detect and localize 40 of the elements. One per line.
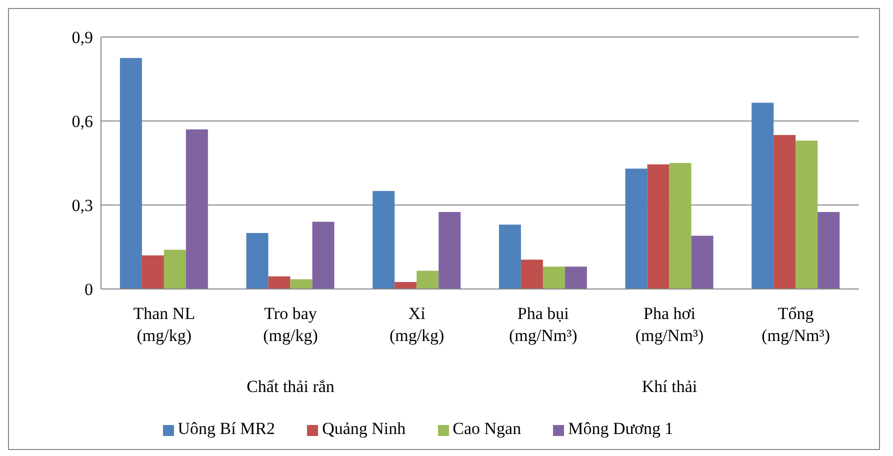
bar (394, 282, 417, 289)
bar (796, 140, 818, 289)
legend-label: Cao Ngan (452, 419, 522, 438)
bar (268, 276, 290, 289)
text: Khí thải (640, 377, 698, 397)
y-tick-label: 0,9 (72, 28, 93, 48)
bar (498, 224, 521, 289)
y-tick-label: 0,6 (72, 112, 93, 132)
bar (290, 279, 312, 289)
x-tick-label: Tro bay (mg/kg) (263, 304, 318, 345)
bar (438, 212, 461, 289)
bar (246, 233, 268, 289)
bar (520, 260, 543, 289)
bar (669, 163, 692, 289)
bar (752, 102, 774, 289)
y-tick-label: 0 (84, 280, 93, 300)
bar (186, 129, 208, 289)
text: Chất thải rắn (246, 377, 336, 397)
bar (774, 135, 796, 289)
bar (416, 270, 439, 289)
legend-label: Uông Bí MR2 (178, 419, 276, 438)
bar (120, 58, 142, 289)
bar (818, 212, 840, 289)
legend-label: Quảng Ninh (322, 419, 406, 438)
bar (564, 266, 587, 289)
x-tick-label: Tổng (mg/Nm³) (762, 304, 830, 345)
bar (164, 250, 186, 289)
bar (542, 266, 565, 289)
bar (691, 236, 714, 289)
bar (312, 222, 334, 289)
x-tick-label: Than NL (mg/kg) (133, 304, 196, 345)
x-tick-label: Xỉ (mg/kg) (389, 304, 444, 345)
legend-label: Mông Dương 1 (568, 419, 674, 438)
bar (372, 191, 395, 289)
x-tick-label: Pha hơi (mg/Nm³) (635, 304, 704, 345)
y-tick-label: 0,3 (72, 196, 93, 216)
bar (142, 255, 164, 289)
bar (647, 164, 670, 289)
bar (625, 168, 648, 289)
x-tick-label: Pha bụi (mg/Nm³) (508, 304, 578, 345)
